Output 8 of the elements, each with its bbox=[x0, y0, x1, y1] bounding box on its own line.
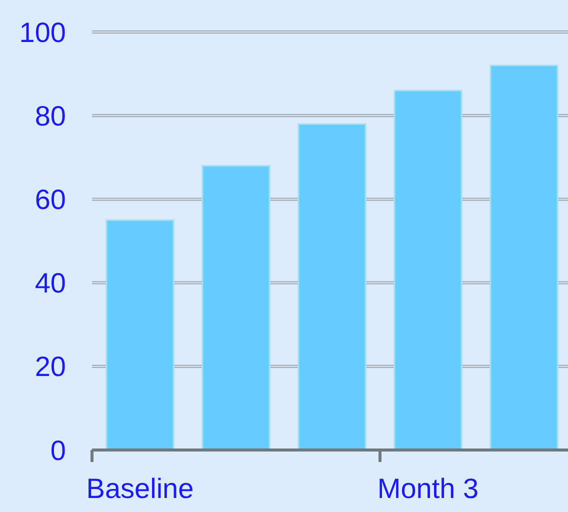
y-tick-label: 40 bbox=[34, 268, 66, 299]
x-tick-label: Month 3 bbox=[377, 473, 479, 504]
y-tick-label: 60 bbox=[34, 184, 66, 215]
y-tick-label: 20 bbox=[34, 351, 66, 382]
y-tick-label: 80 bbox=[34, 100, 66, 132]
y-tick-label: 100 bbox=[19, 16, 66, 48]
y-tick-label: 0 bbox=[50, 434, 66, 466]
x-tick-label: Baseline bbox=[86, 473, 194, 504]
